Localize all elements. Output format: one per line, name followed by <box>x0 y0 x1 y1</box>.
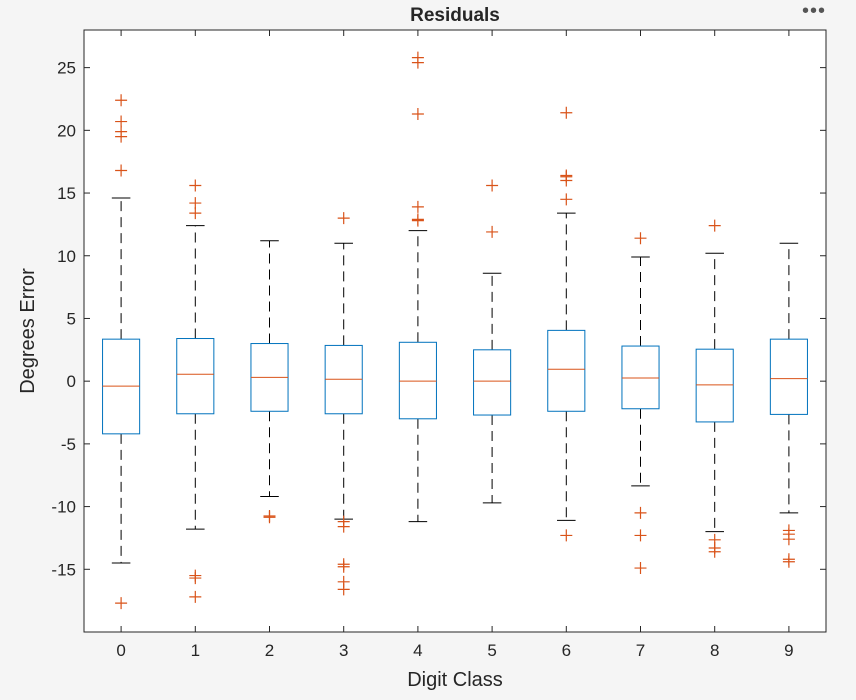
outlier-marker <box>115 130 128 143</box>
y-tick-label: -10 <box>51 498 76 517</box>
outlier-marker <box>708 219 721 232</box>
outlier-marker <box>486 225 499 238</box>
y-tick-label: -15 <box>51 560 76 579</box>
y-tick-label: 25 <box>57 59 76 78</box>
axes-box <box>83 29 827 633</box>
box <box>547 329 586 412</box>
box <box>398 341 437 420</box>
plot-area <box>84 30 826 632</box>
outlier-marker <box>634 529 647 542</box>
x-tick-label: 9 <box>784 641 793 660</box>
y-axis-label: Degrees Error <box>17 268 39 394</box>
outlier-marker <box>486 179 499 192</box>
outlier-marker <box>115 94 128 107</box>
outlier-marker <box>115 115 128 128</box>
box <box>621 345 660 410</box>
x-tick-label: 5 <box>487 641 496 660</box>
box <box>695 348 734 423</box>
outlier-marker <box>560 106 573 119</box>
outlier-marker <box>560 174 573 187</box>
y-tick-label: 15 <box>57 184 76 203</box>
outlier-marker <box>189 572 202 585</box>
outlier-marker <box>560 529 573 542</box>
x-tick-label: 4 <box>413 641 422 660</box>
chart-title: Residuals <box>410 5 500 26</box>
outlier-marker <box>411 200 424 213</box>
outlier-marker <box>634 562 647 575</box>
outlier-marker <box>634 506 647 519</box>
x-tick-label: 2 <box>265 641 274 660</box>
x-tick-label: 8 <box>710 641 719 660</box>
outlier-marker <box>337 520 350 533</box>
outlier-marker <box>337 560 350 573</box>
y-tick-label: 20 <box>57 121 76 140</box>
outlier-marker <box>411 56 424 69</box>
ellipsis-icon: ••• <box>801 0 826 22</box>
y-tick-label: 5 <box>67 309 76 328</box>
x-tick-label: 7 <box>636 641 645 660</box>
x-tick-label: 6 <box>562 641 571 660</box>
y-tick-label: 10 <box>57 247 76 266</box>
outlier-marker <box>708 545 721 558</box>
outlier-marker <box>189 590 202 603</box>
outlier-marker <box>560 193 573 206</box>
y-tick-label: 0 <box>67 372 76 391</box>
x-tick-label: 0 <box>116 641 125 660</box>
outlier-marker <box>411 108 424 121</box>
x-axis-label: Digit Class <box>407 669 503 691</box>
outlier-marker <box>189 207 202 220</box>
outlier-marker <box>115 164 128 177</box>
outlier-marker <box>337 212 350 225</box>
outlier-marker <box>263 511 276 524</box>
outlier-marker <box>337 583 350 596</box>
outlier-marker <box>782 555 795 568</box>
more-options-button[interactable]: ••• <box>802 0 826 23</box>
outlier-marker <box>782 533 795 546</box>
x-tick-label: 3 <box>339 641 348 660</box>
outlier-marker <box>189 179 202 192</box>
outlier-marker <box>189 197 202 210</box>
box <box>473 349 512 416</box>
outlier-marker <box>411 214 424 227</box>
box <box>769 338 808 415</box>
box <box>176 338 215 415</box>
outlier-marker <box>115 597 128 610</box>
outlier-marker <box>634 232 647 245</box>
x-tick-label: 1 <box>191 641 200 660</box>
y-tick-label: -5 <box>61 435 76 454</box>
